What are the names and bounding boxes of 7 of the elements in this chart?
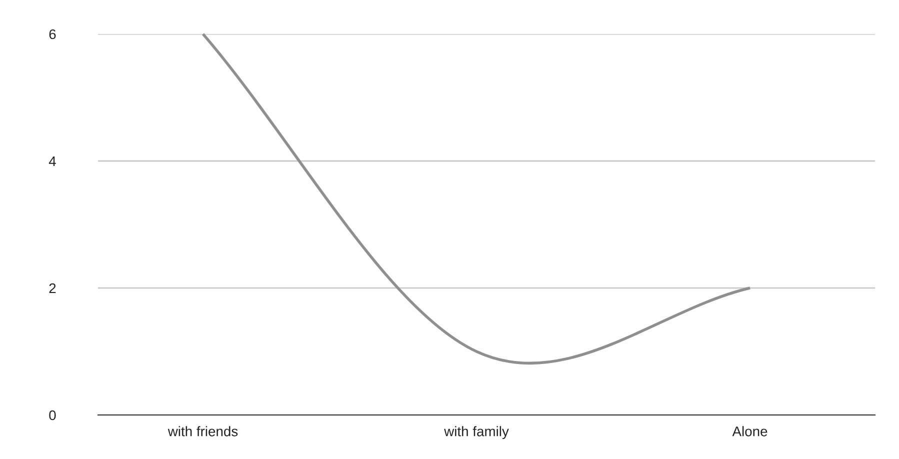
- y-tick-label: 2: [49, 283, 56, 294]
- y-tick-label: 0: [49, 410, 56, 420]
- y-tick-label: 6: [49, 29, 56, 40]
- x-tick-label: Alone: [732, 426, 768, 436]
- x-tick-label: with friends: [168, 426, 238, 436]
- y-tick-label: 4: [48, 156, 56, 166]
- x-tick-label: with family: [444, 426, 509, 440]
